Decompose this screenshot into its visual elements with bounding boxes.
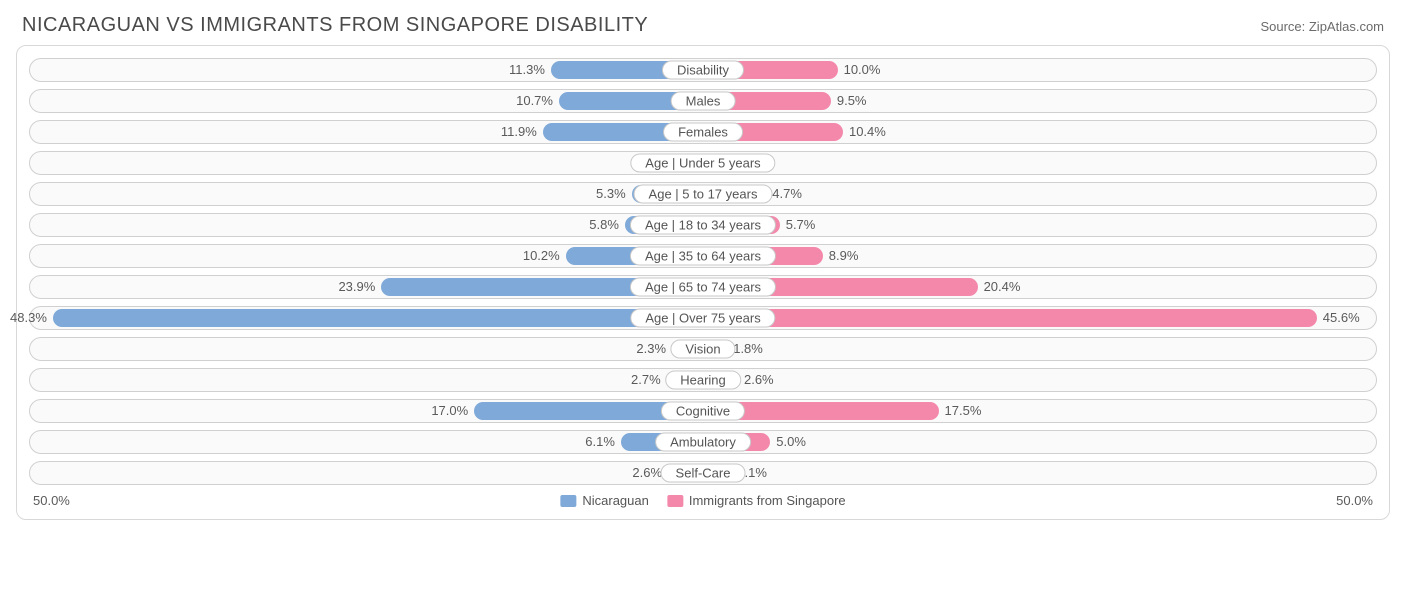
chart-row: 17.0% 17.5% Cognitive [29,399,1377,423]
row-label: Disability [662,61,744,80]
value-left: 17.0% [431,400,468,422]
row-label: Males [671,92,736,111]
value-left: 5.8% [589,214,619,236]
value-right: 4.7% [772,183,802,205]
bar-right [703,309,1317,327]
value-right: 45.6% [1323,307,1360,329]
chart-row: 5.8% 5.7% Age | 18 to 34 years [29,213,1377,237]
value-left: 23.9% [338,276,375,298]
chart-row: 2.3% 1.8%Vision [29,337,1377,361]
row-label: Age | 18 to 34 years [630,216,776,235]
value-left: 2.7% [631,369,661,391]
row-label: Females [663,123,743,142]
value-right: 2.6% [744,369,774,391]
row-label: Age | Over 75 years [630,309,775,328]
value-right: 5.7% [786,214,816,236]
value-right: 10.4% [849,121,886,143]
chart-row: 2.6%2.1%Self-Care [29,461,1377,485]
legend-label-right: Immigrants from Singapore [689,493,846,508]
row-label: Age | Under 5 years [630,154,775,173]
legend-item-left: Nicaraguan [560,493,649,508]
chart-row: 48.3%45.6%Age | Over 75 years [29,306,1377,330]
value-right: 8.9% [829,245,859,267]
value-right: 17.5% [945,400,982,422]
value-left: 10.2% [523,245,560,267]
chart-row: 10.7% 9.5% Males [29,89,1377,113]
row-label: Age | 35 to 64 years [630,247,776,266]
value-left: 11.9% [501,121,537,143]
value-left: 11.3% [509,59,545,81]
value-left: 5.3% [596,183,626,205]
chart-source: Source: ZipAtlas.com [1260,19,1384,34]
value-right: 20.4% [984,276,1021,298]
row-label: Cognitive [661,402,745,421]
value-left: 6.1% [585,431,615,453]
value-right: 5.0% [776,431,806,453]
legend-item-right: Immigrants from Singapore [667,493,846,508]
value-left: 2.6% [632,462,662,484]
chart-row: 6.1% 5.0% Ambulatory [29,430,1377,454]
chart-row: 11.9% 10.4% Females [29,120,1377,144]
chart-row: 5.3% 4.7%Age | 5 to 17 years [29,182,1377,206]
rows-container: 11.3%10.0%Disability10.7%9.5%Males11.9%1… [29,58,1377,485]
legend: Nicaraguan Immigrants from Singapore [560,493,845,508]
value-left: 48.3% [10,307,47,329]
legend-label-left: Nicaraguan [582,493,649,508]
chart-row: 11.3% 10.0% Disability [29,58,1377,82]
row-label: Age | 5 to 17 years [634,185,773,204]
value-right: 9.5% [837,90,867,112]
chart-row: 2.7% 2.6%Hearing [29,368,1377,392]
row-label: Age | 65 to 74 years [630,278,776,297]
chart-row: 1.1%1.1%Age | Under 5 years [29,151,1377,175]
chart-footer: 50.0% Nicaraguan Immigrants from Singapo… [29,493,1377,513]
row-label: Self-Care [661,464,746,483]
chart-header: NICARAGUAN VS IMMIGRANTS FROM SINGAPORE … [0,0,1406,45]
axis-max-left: 50.0% [33,493,70,508]
bar-left [53,309,703,327]
value-left: 10.7% [516,90,553,112]
chart-row: 23.9% 20.4% Age | 65 to 74 years [29,275,1377,299]
chart-row: 10.2% 8.9% Age | 35 to 64 years [29,244,1377,268]
value-left: 2.3% [636,338,666,360]
row-label: Ambulatory [655,433,751,452]
row-label: Vision [670,340,735,359]
row-label: Hearing [665,371,741,390]
legend-swatch-right [667,495,683,507]
chart-title: NICARAGUAN VS IMMIGRANTS FROM SINGAPORE … [22,14,648,37]
value-right: 1.8% [733,338,763,360]
axis-max-right: 50.0% [1336,493,1373,508]
value-right: 10.0% [844,59,881,81]
chart-area: 11.3%10.0%Disability10.7%9.5%Males11.9%1… [16,45,1390,520]
legend-swatch-left [560,495,576,507]
